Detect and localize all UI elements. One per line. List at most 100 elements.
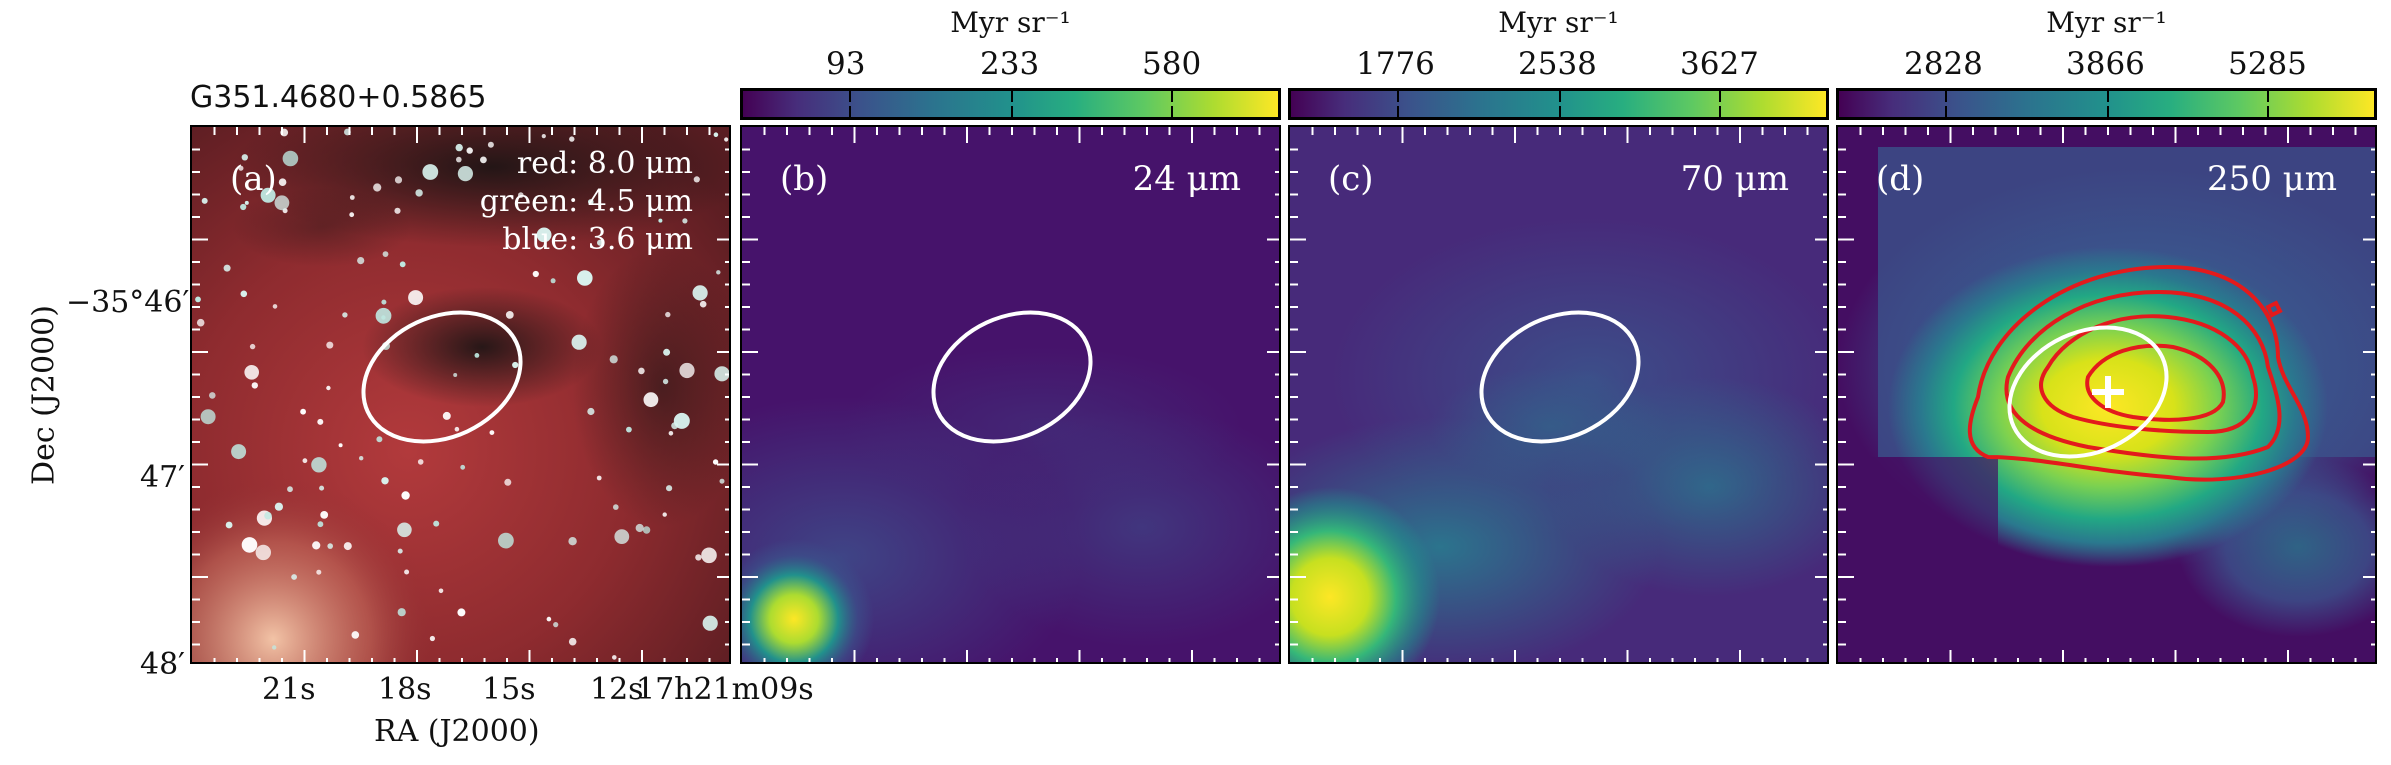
axis-ticks <box>1838 127 2375 662</box>
axis-ticks <box>742 127 1279 662</box>
star <box>588 199 594 205</box>
colorbar-unit-c: Myr sr⁻¹ <box>1498 6 1619 39</box>
source-name: G351.4680+0.5865 <box>190 80 487 115</box>
star <box>249 343 256 350</box>
legend-red: red: 8.0 μm <box>516 146 693 181</box>
star <box>422 164 439 180</box>
star <box>453 373 458 377</box>
star <box>487 141 494 148</box>
colorbar-tick-c-1: 1776 <box>1356 46 1435 82</box>
star <box>326 341 334 349</box>
star <box>338 443 343 448</box>
panel-a-label: (a) <box>230 159 277 199</box>
star <box>404 569 410 575</box>
star <box>278 178 287 186</box>
star <box>596 475 602 481</box>
star <box>272 304 278 309</box>
star <box>643 392 659 408</box>
star <box>489 430 495 435</box>
star <box>209 392 216 399</box>
star <box>719 478 725 484</box>
star <box>399 261 406 268</box>
star <box>373 183 382 192</box>
colorbar-tick-c-3: 3627 <box>1680 46 1759 82</box>
star <box>408 290 424 306</box>
star <box>702 615 718 631</box>
star <box>568 537 577 546</box>
star <box>382 251 389 257</box>
star <box>240 203 247 211</box>
star <box>612 655 617 660</box>
star <box>663 348 671 356</box>
star <box>200 409 216 425</box>
star <box>316 569 322 575</box>
star <box>568 637 577 646</box>
star <box>638 367 645 375</box>
star <box>569 136 575 142</box>
star <box>550 278 556 284</box>
star <box>287 486 293 493</box>
star <box>474 353 480 358</box>
colorbar-tick-b-1: 93 <box>826 46 866 82</box>
star <box>342 312 348 318</box>
ra-axis-title: RA (J2000) <box>374 714 540 749</box>
panel-c-wavelength: 70 μm <box>1680 159 1789 199</box>
star <box>456 156 462 163</box>
star <box>571 334 587 350</box>
panel-a: (a) red: 8.0 μm green: 4.5 μm blue: 3.6 … <box>190 125 731 664</box>
star <box>241 154 248 161</box>
star <box>300 408 306 415</box>
star <box>312 541 321 550</box>
star <box>359 456 364 461</box>
star <box>457 166 473 182</box>
star <box>454 426 460 432</box>
star <box>317 521 324 528</box>
star <box>317 418 324 425</box>
star <box>668 431 674 436</box>
source-ellipse <box>2007 325 2169 459</box>
ra-tick-5: 17h21m09s <box>636 672 814 707</box>
star <box>223 264 231 272</box>
dec-tick-1: −35°46′ <box>66 285 190 320</box>
star <box>460 464 466 470</box>
panel-b-label: (b) <box>780 159 829 199</box>
star <box>397 608 406 617</box>
star <box>541 134 546 139</box>
star <box>716 270 721 275</box>
star <box>375 307 392 324</box>
star <box>417 459 424 465</box>
legend-green: green: 4.5 μm <box>479 184 693 219</box>
ra-tick-2: 18s <box>378 672 432 707</box>
star <box>274 195 290 211</box>
panel-d-label: (d) <box>1876 159 1925 199</box>
panel-a-image <box>192 127 729 662</box>
star <box>666 485 673 492</box>
panel-d-wavelength: 250 μm <box>2206 159 2337 199</box>
star <box>587 407 595 416</box>
star <box>498 532 514 549</box>
source-ellipse <box>361 310 523 444</box>
panel-d: (d) 250 μm <box>1836 125 2377 664</box>
star <box>351 631 360 639</box>
star <box>455 143 463 152</box>
panel-c: (c) 70 μm <box>1288 125 1829 664</box>
dec-axis-title: Dec (J2000) <box>26 305 62 485</box>
star <box>662 512 667 517</box>
star <box>429 635 435 642</box>
star <box>397 522 412 538</box>
star <box>274 502 283 511</box>
star <box>397 548 403 554</box>
star <box>357 257 365 265</box>
star <box>319 485 325 491</box>
star <box>260 187 276 203</box>
star <box>518 192 524 198</box>
star <box>442 411 451 420</box>
star <box>433 520 440 527</box>
star <box>536 227 552 243</box>
star <box>381 477 389 485</box>
star <box>695 554 702 561</box>
star <box>201 197 208 204</box>
star <box>415 189 423 197</box>
panel-d-image <box>1838 127 2375 662</box>
star <box>553 622 559 628</box>
